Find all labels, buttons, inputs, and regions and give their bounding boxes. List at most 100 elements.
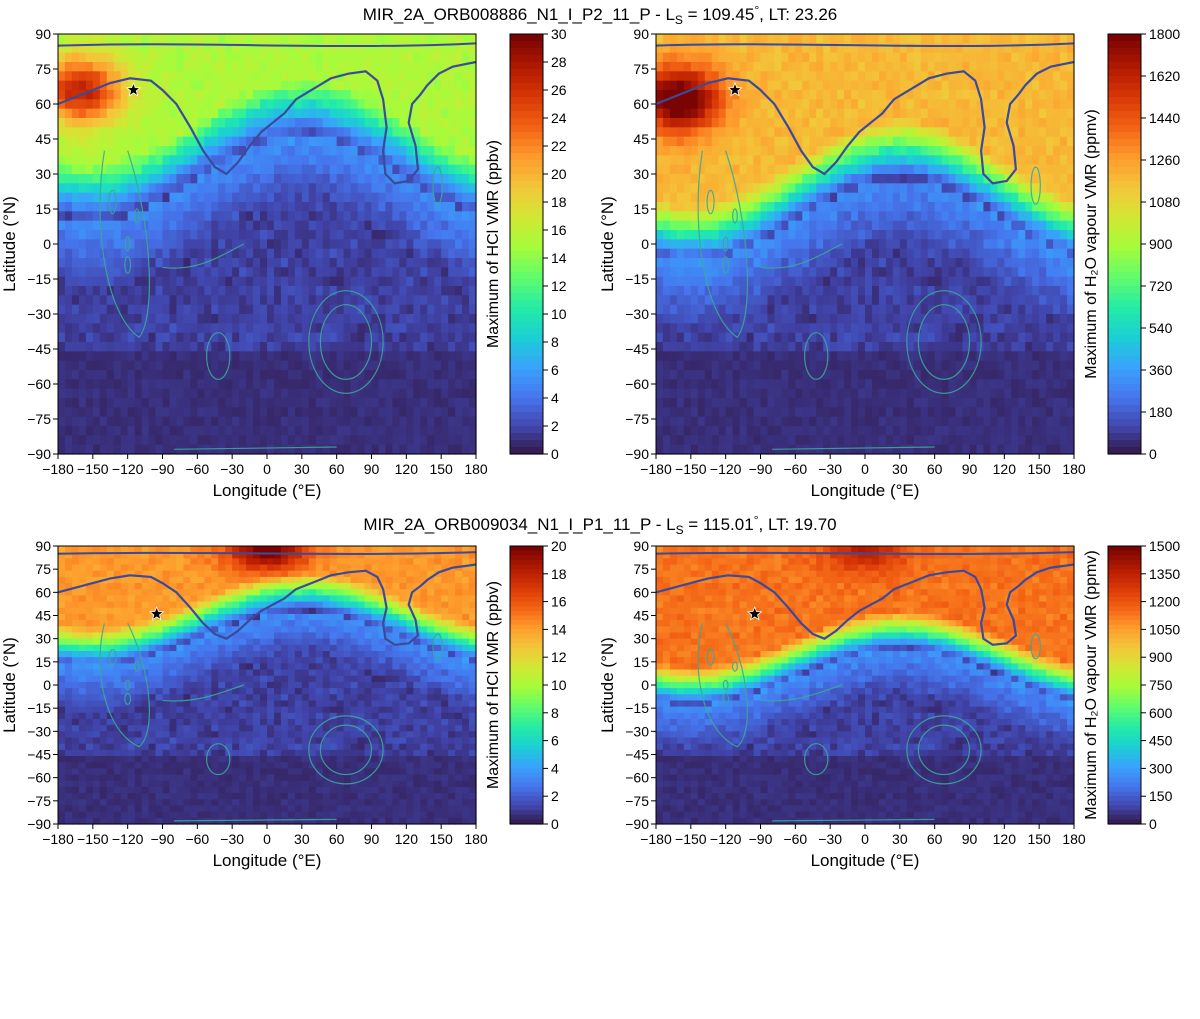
heatmap-cell	[420, 165, 428, 175]
heatmap-cell	[851, 249, 859, 259]
heatmap-cell	[747, 34, 755, 44]
heatmap-cell	[976, 230, 984, 240]
heatmap-cell	[886, 221, 894, 231]
heatmap-cell	[872, 165, 880, 175]
heatmap-cell	[837, 109, 845, 119]
heatmap-cell	[121, 407, 129, 417]
heatmap-cell	[774, 34, 782, 44]
heatmap-cell	[246, 99, 254, 109]
heatmap-cell	[246, 370, 254, 380]
heatmap-cell	[365, 398, 373, 408]
heatmap-cell	[427, 53, 435, 63]
heatmap-cell	[169, 333, 177, 343]
heatmap-cell	[302, 193, 310, 203]
heatmap-cell	[670, 71, 678, 81]
heatmap-cell	[802, 174, 810, 184]
heatmap-cell	[844, 109, 852, 119]
heatmap-cell	[886, 183, 894, 193]
heatmap-cell	[288, 211, 296, 221]
heatmap-cell	[211, 146, 219, 156]
heatmap-cell	[448, 155, 456, 165]
heatmap-cell	[86, 398, 94, 408]
heatmap-cell	[879, 62, 887, 72]
heatmap-cell	[963, 99, 971, 109]
heatmap-cell	[462, 286, 470, 296]
heatmap-cell	[802, 277, 810, 287]
heatmap-cell	[392, 71, 400, 81]
heatmap-cell	[1060, 165, 1068, 175]
heatmap-cell	[886, 314, 894, 324]
heatmap-cell	[93, 333, 101, 343]
heatmap-cell	[1032, 146, 1040, 156]
heatmap-cell	[351, 137, 359, 147]
heatmap-cell	[211, 361, 219, 371]
heatmap-cell	[204, 211, 212, 221]
heatmap-cell	[1025, 53, 1033, 63]
heatmap-cell	[337, 267, 345, 277]
heatmap-cell	[163, 174, 171, 184]
heatmap-cell	[204, 407, 212, 417]
heatmap-cell	[1039, 305, 1047, 315]
heatmap-cell	[385, 239, 393, 249]
heatmap-cell	[344, 99, 352, 109]
heatmap-cell	[107, 249, 115, 259]
heatmap-cell	[86, 109, 94, 119]
heatmap-cell	[58, 426, 66, 436]
heatmap-cell	[392, 221, 400, 231]
heatmap-cell	[900, 71, 908, 81]
heatmap-cell	[844, 351, 852, 361]
heatmap-cell	[935, 165, 943, 175]
heatmap-cell	[1011, 314, 1019, 324]
heatmap-cell	[323, 221, 331, 231]
heatmap-cell	[705, 249, 713, 259]
heatmap-cell	[858, 183, 866, 193]
heatmap-cell	[372, 43, 380, 53]
heatmap-cell	[114, 258, 122, 268]
heatmap-cell	[907, 99, 915, 109]
heatmap-cell	[197, 435, 205, 445]
heatmap-cell	[434, 202, 442, 212]
heatmap-cell	[956, 146, 964, 156]
x-tick-label: −60	[185, 461, 209, 477]
heatmap-cell	[246, 258, 254, 268]
heatmap-cell	[385, 193, 393, 203]
heatmap-cell	[893, 230, 901, 240]
heatmap-cell	[788, 62, 796, 72]
heatmap-cell	[434, 81, 442, 91]
heatmap-cell	[837, 183, 845, 193]
heatmap-cell	[900, 62, 908, 72]
y-tick-label: 0	[43, 236, 51, 252]
heatmap-cell	[86, 379, 94, 389]
heatmap-cell	[288, 426, 296, 436]
colorbar-segment	[510, 76, 543, 84]
heatmap-cell	[281, 379, 289, 389]
heatmap-cell	[100, 407, 108, 417]
heatmap-cell	[928, 258, 936, 268]
heatmap-cell	[719, 137, 727, 147]
heatmap-cell	[1025, 109, 1033, 119]
heatmap-cell	[274, 193, 282, 203]
heatmap-cell	[448, 34, 456, 44]
heatmap-cell	[942, 239, 950, 249]
heatmap-cell	[121, 398, 129, 408]
heatmap-cell	[253, 286, 261, 296]
heatmap-cell	[79, 165, 87, 175]
heatmap-cell	[351, 118, 359, 128]
heatmap-cell	[93, 34, 101, 44]
heatmap-cell	[239, 183, 247, 193]
heatmap-cell	[935, 146, 943, 156]
heatmap-cell	[365, 426, 373, 436]
heatmap-cell	[218, 445, 226, 455]
heatmap-cell	[754, 165, 762, 175]
heatmap-cell	[58, 323, 66, 333]
heatmap-cell	[990, 202, 998, 212]
heatmap-cell	[316, 109, 324, 119]
heatmap-cell	[65, 258, 73, 268]
heatmap-cell	[851, 174, 859, 184]
heatmap-cell	[156, 342, 164, 352]
heatmap-cell	[100, 295, 108, 305]
heatmap-cell	[337, 361, 345, 371]
heatmap-cell	[274, 445, 282, 455]
heatmap-cell	[392, 118, 400, 128]
heatmap-cell	[344, 435, 352, 445]
